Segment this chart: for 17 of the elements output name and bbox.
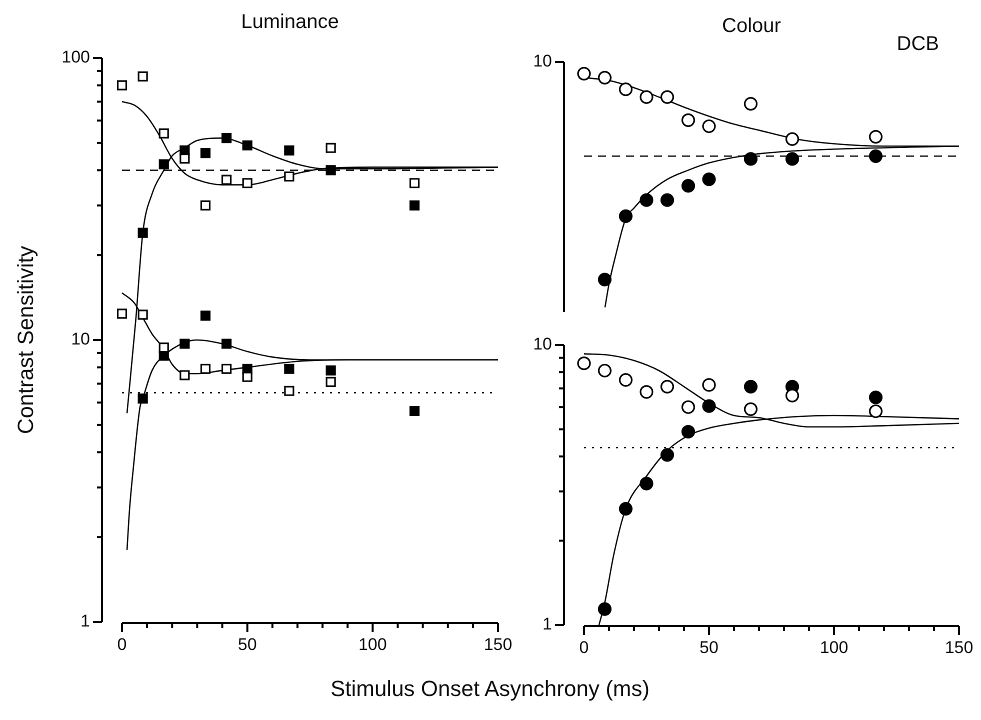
x-tick-label: 0 xyxy=(117,635,127,654)
x-axis-title: Stimulus Onset Asynchrony (ms) xyxy=(330,676,650,702)
chart-title: Luminance xyxy=(241,11,339,33)
x-tick-label: 50 xyxy=(238,635,257,654)
y-tick-label: 100 xyxy=(62,48,90,67)
y-tick-label: 1 xyxy=(542,614,552,634)
x-tick-label: 100 xyxy=(820,638,848,658)
x-tick-label: 0 xyxy=(579,638,589,658)
x-tick-label: 150 xyxy=(944,638,974,658)
y-tick-label: 10 xyxy=(71,330,90,349)
y-tick-label: 1 xyxy=(80,612,90,631)
x-tick-label: 50 xyxy=(700,638,718,658)
chart-title: Colour xyxy=(722,15,782,37)
x-tick-label: 150 xyxy=(484,635,512,654)
text: DCB xyxy=(896,33,939,55)
x-tick-label: 100 xyxy=(358,635,387,654)
y-axis-title: Contrast Sensitivity xyxy=(13,246,39,434)
